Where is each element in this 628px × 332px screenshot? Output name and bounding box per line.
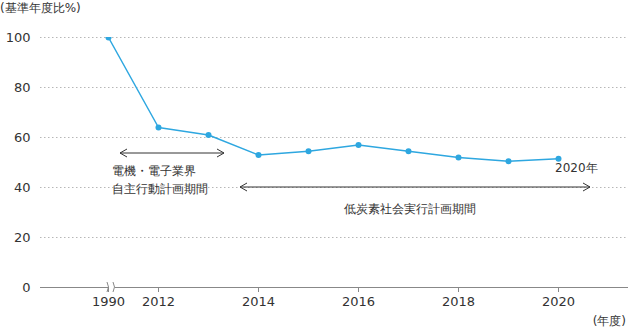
svg-text:2020: 2020	[542, 294, 575, 309]
html-text:(年度): (年度)	[592, 314, 626, 328]
svg-text:60: 60	[14, 130, 31, 145]
svg-text:1990: 1990	[92, 294, 125, 309]
svg-text:80: 80	[14, 80, 31, 95]
svg-text:2016: 2016	[342, 294, 375, 309]
html-text:電機・電子業界: 電機・電子業界	[112, 164, 196, 178]
html-text:(基準年度比%): (基準年度比%)	[0, 1, 81, 15]
html-text:低炭素社会実行計画期間: 低炭素社会実行計画期間	[344, 202, 476, 216]
html-text:自主行動計画期間: 自主行動計画期間	[112, 182, 208, 196]
svg-text:40: 40	[14, 180, 31, 195]
svg-text:2014: 2014	[242, 294, 275, 309]
svg-text:0: 0	[22, 280, 30, 295]
svg-text:2018: 2018	[442, 294, 475, 309]
svg-text:100: 100	[6, 30, 31, 45]
svg-text:20: 20	[14, 230, 31, 245]
svg-text:2012: 2012	[142, 294, 175, 309]
html-text:2020年: 2020年	[555, 161, 598, 175]
